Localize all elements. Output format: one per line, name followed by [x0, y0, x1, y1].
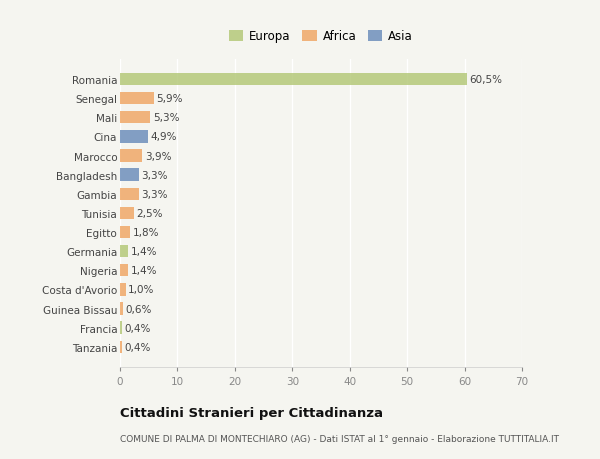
Text: 5,9%: 5,9%: [156, 94, 182, 104]
Text: 0,4%: 0,4%: [125, 323, 151, 333]
Text: 1,4%: 1,4%: [130, 246, 157, 257]
Bar: [120, 264, 128, 277]
Text: 4,9%: 4,9%: [151, 132, 177, 142]
Text: 0,4%: 0,4%: [125, 342, 151, 352]
Text: 2,5%: 2,5%: [137, 208, 163, 218]
Text: 60,5%: 60,5%: [470, 75, 503, 85]
Bar: [120, 93, 154, 105]
Text: 1,8%: 1,8%: [133, 228, 159, 237]
Text: 3,9%: 3,9%: [145, 151, 171, 161]
Text: 3,3%: 3,3%: [141, 190, 168, 199]
Legend: Europa, Africa, Asia: Europa, Africa, Asia: [224, 26, 418, 48]
Text: COMUNE DI PALMA DI MONTECHIARO (AG) - Dati ISTAT al 1° gennaio - Elaborazione TU: COMUNE DI PALMA DI MONTECHIARO (AG) - Da…: [120, 434, 559, 443]
Bar: [120, 112, 151, 124]
Bar: [120, 131, 148, 143]
Bar: [120, 284, 126, 296]
Bar: [120, 246, 128, 258]
Text: 1,4%: 1,4%: [130, 266, 157, 276]
Text: 0,6%: 0,6%: [126, 304, 152, 314]
Bar: [120, 150, 142, 162]
Text: 3,3%: 3,3%: [141, 170, 168, 180]
Bar: [120, 302, 124, 315]
Bar: [120, 188, 139, 201]
Bar: [120, 169, 139, 181]
Bar: [120, 322, 122, 334]
Bar: [120, 207, 134, 220]
Text: Cittadini Stranieri per Cittadinanza: Cittadini Stranieri per Cittadinanza: [120, 406, 383, 419]
Bar: [120, 226, 130, 239]
Bar: [120, 73, 467, 86]
Text: 1,0%: 1,0%: [128, 285, 154, 295]
Text: 5,3%: 5,3%: [153, 113, 179, 123]
Bar: [120, 341, 122, 353]
